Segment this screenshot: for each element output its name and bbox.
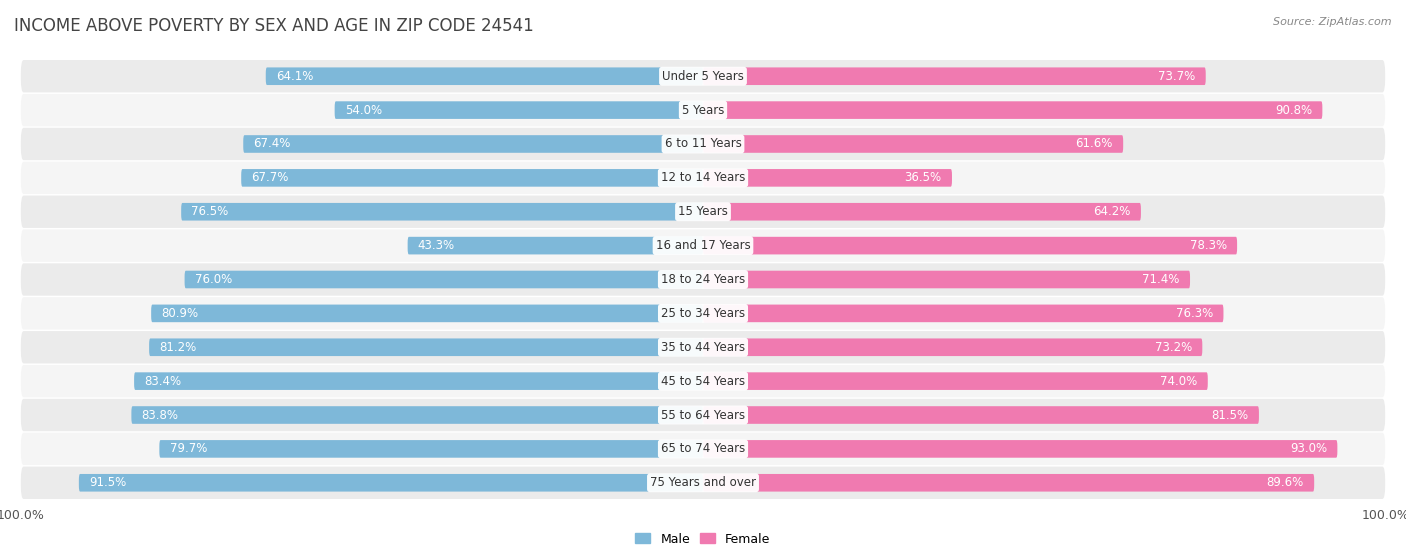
Text: 73.7%: 73.7% (1159, 70, 1195, 83)
Text: 74.0%: 74.0% (1160, 375, 1198, 387)
FancyBboxPatch shape (149, 338, 703, 356)
FancyBboxPatch shape (184, 271, 703, 288)
Text: 89.6%: 89.6% (1267, 476, 1303, 489)
Text: Source: ZipAtlas.com: Source: ZipAtlas.com (1274, 17, 1392, 27)
FancyBboxPatch shape (703, 474, 1315, 491)
FancyBboxPatch shape (703, 305, 1223, 322)
FancyBboxPatch shape (408, 237, 703, 254)
Text: 54.0%: 54.0% (344, 103, 382, 117)
FancyBboxPatch shape (703, 203, 1140, 221)
FancyBboxPatch shape (21, 128, 1385, 160)
FancyBboxPatch shape (703, 372, 1208, 390)
Text: 76.5%: 76.5% (191, 205, 229, 218)
FancyBboxPatch shape (21, 365, 1385, 397)
FancyBboxPatch shape (131, 406, 703, 424)
Text: 81.2%: 81.2% (159, 341, 197, 354)
Text: 91.5%: 91.5% (89, 476, 127, 489)
FancyBboxPatch shape (703, 169, 952, 187)
FancyBboxPatch shape (181, 203, 703, 221)
Text: Under 5 Years: Under 5 Years (662, 70, 744, 83)
FancyBboxPatch shape (21, 399, 1385, 431)
Text: 73.2%: 73.2% (1154, 341, 1192, 354)
FancyBboxPatch shape (703, 237, 1237, 254)
FancyBboxPatch shape (159, 440, 703, 458)
FancyBboxPatch shape (21, 60, 1385, 92)
FancyBboxPatch shape (243, 135, 703, 153)
Text: 64.1%: 64.1% (276, 70, 314, 83)
Text: 76.0%: 76.0% (195, 273, 232, 286)
Text: 5 Years: 5 Years (682, 103, 724, 117)
Text: 90.8%: 90.8% (1275, 103, 1312, 117)
FancyBboxPatch shape (266, 68, 703, 85)
FancyBboxPatch shape (703, 135, 1123, 153)
Text: 71.4%: 71.4% (1143, 273, 1180, 286)
Text: 79.7%: 79.7% (170, 442, 207, 456)
Text: 36.5%: 36.5% (904, 172, 942, 184)
Text: 83.4%: 83.4% (145, 375, 181, 387)
Text: 93.0%: 93.0% (1291, 442, 1327, 456)
FancyBboxPatch shape (79, 474, 703, 491)
FancyBboxPatch shape (703, 101, 1323, 119)
FancyBboxPatch shape (21, 196, 1385, 228)
Text: 64.2%: 64.2% (1094, 205, 1130, 218)
FancyBboxPatch shape (21, 297, 1385, 330)
Text: 65 to 74 Years: 65 to 74 Years (661, 442, 745, 456)
Text: 16 and 17 Years: 16 and 17 Years (655, 239, 751, 252)
FancyBboxPatch shape (21, 433, 1385, 465)
Text: 55 to 64 Years: 55 to 64 Years (661, 409, 745, 421)
Text: 81.5%: 81.5% (1212, 409, 1249, 421)
FancyBboxPatch shape (703, 338, 1202, 356)
Text: 35 to 44 Years: 35 to 44 Years (661, 341, 745, 354)
Text: 61.6%: 61.6% (1076, 138, 1114, 150)
FancyBboxPatch shape (21, 263, 1385, 296)
FancyBboxPatch shape (21, 162, 1385, 194)
FancyBboxPatch shape (703, 68, 1206, 85)
Text: 78.3%: 78.3% (1189, 239, 1227, 252)
FancyBboxPatch shape (152, 305, 703, 322)
FancyBboxPatch shape (21, 331, 1385, 363)
FancyBboxPatch shape (703, 440, 1337, 458)
Text: 43.3%: 43.3% (418, 239, 456, 252)
Text: INCOME ABOVE POVERTY BY SEX AND AGE IN ZIP CODE 24541: INCOME ABOVE POVERTY BY SEX AND AGE IN Z… (14, 17, 534, 35)
FancyBboxPatch shape (335, 101, 703, 119)
Text: 75 Years and over: 75 Years and over (650, 476, 756, 489)
FancyBboxPatch shape (21, 467, 1385, 499)
FancyBboxPatch shape (21, 94, 1385, 126)
Legend: Male, Female: Male, Female (630, 528, 776, 551)
Text: 12 to 14 Years: 12 to 14 Years (661, 172, 745, 184)
Text: 25 to 34 Years: 25 to 34 Years (661, 307, 745, 320)
Text: 45 to 54 Years: 45 to 54 Years (661, 375, 745, 387)
FancyBboxPatch shape (21, 229, 1385, 262)
FancyBboxPatch shape (134, 372, 703, 390)
FancyBboxPatch shape (242, 169, 703, 187)
Text: 76.3%: 76.3% (1175, 307, 1213, 320)
Text: 67.7%: 67.7% (252, 172, 288, 184)
FancyBboxPatch shape (703, 271, 1189, 288)
Text: 80.9%: 80.9% (162, 307, 198, 320)
Text: 83.8%: 83.8% (142, 409, 179, 421)
Text: 67.4%: 67.4% (253, 138, 291, 150)
Text: 15 Years: 15 Years (678, 205, 728, 218)
Text: 6 to 11 Years: 6 to 11 Years (665, 138, 741, 150)
Text: 18 to 24 Years: 18 to 24 Years (661, 273, 745, 286)
FancyBboxPatch shape (703, 406, 1258, 424)
